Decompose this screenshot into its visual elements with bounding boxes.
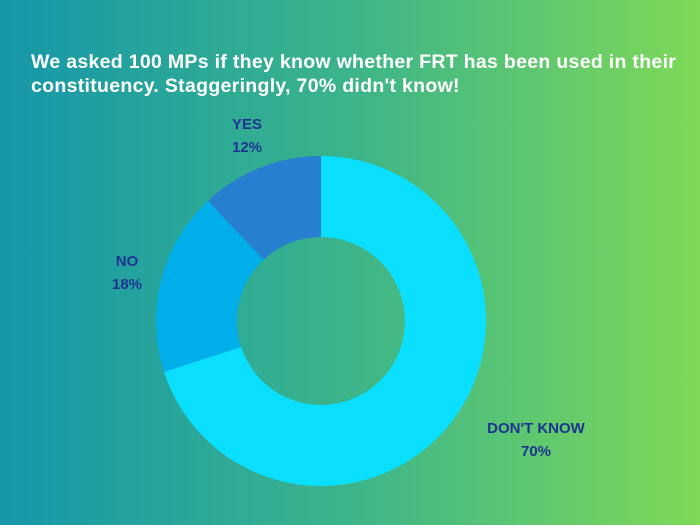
- slice-value: 18%: [111, 276, 143, 293]
- slice-don-t-know: [164, 156, 486, 487]
- slice-label-dont-know: DON'T KNOW 70%: [466, 417, 606, 463]
- slice-value: 70%: [520, 443, 552, 460]
- slice-name: DON'T KNOW: [487, 420, 585, 437]
- chart-title: We asked 100 MPs if they know whether FR…: [31, 51, 677, 97]
- slice-label-no: NO 18%: [57, 250, 197, 296]
- slice-value: 12%: [231, 139, 263, 156]
- slice-name: YES: [231, 116, 262, 133]
- slice-no: [156, 200, 264, 372]
- slice-label-yes: YES 12%: [177, 113, 317, 159]
- slice-yes: [208, 156, 321, 260]
- slice-name: NO: [115, 253, 139, 270]
